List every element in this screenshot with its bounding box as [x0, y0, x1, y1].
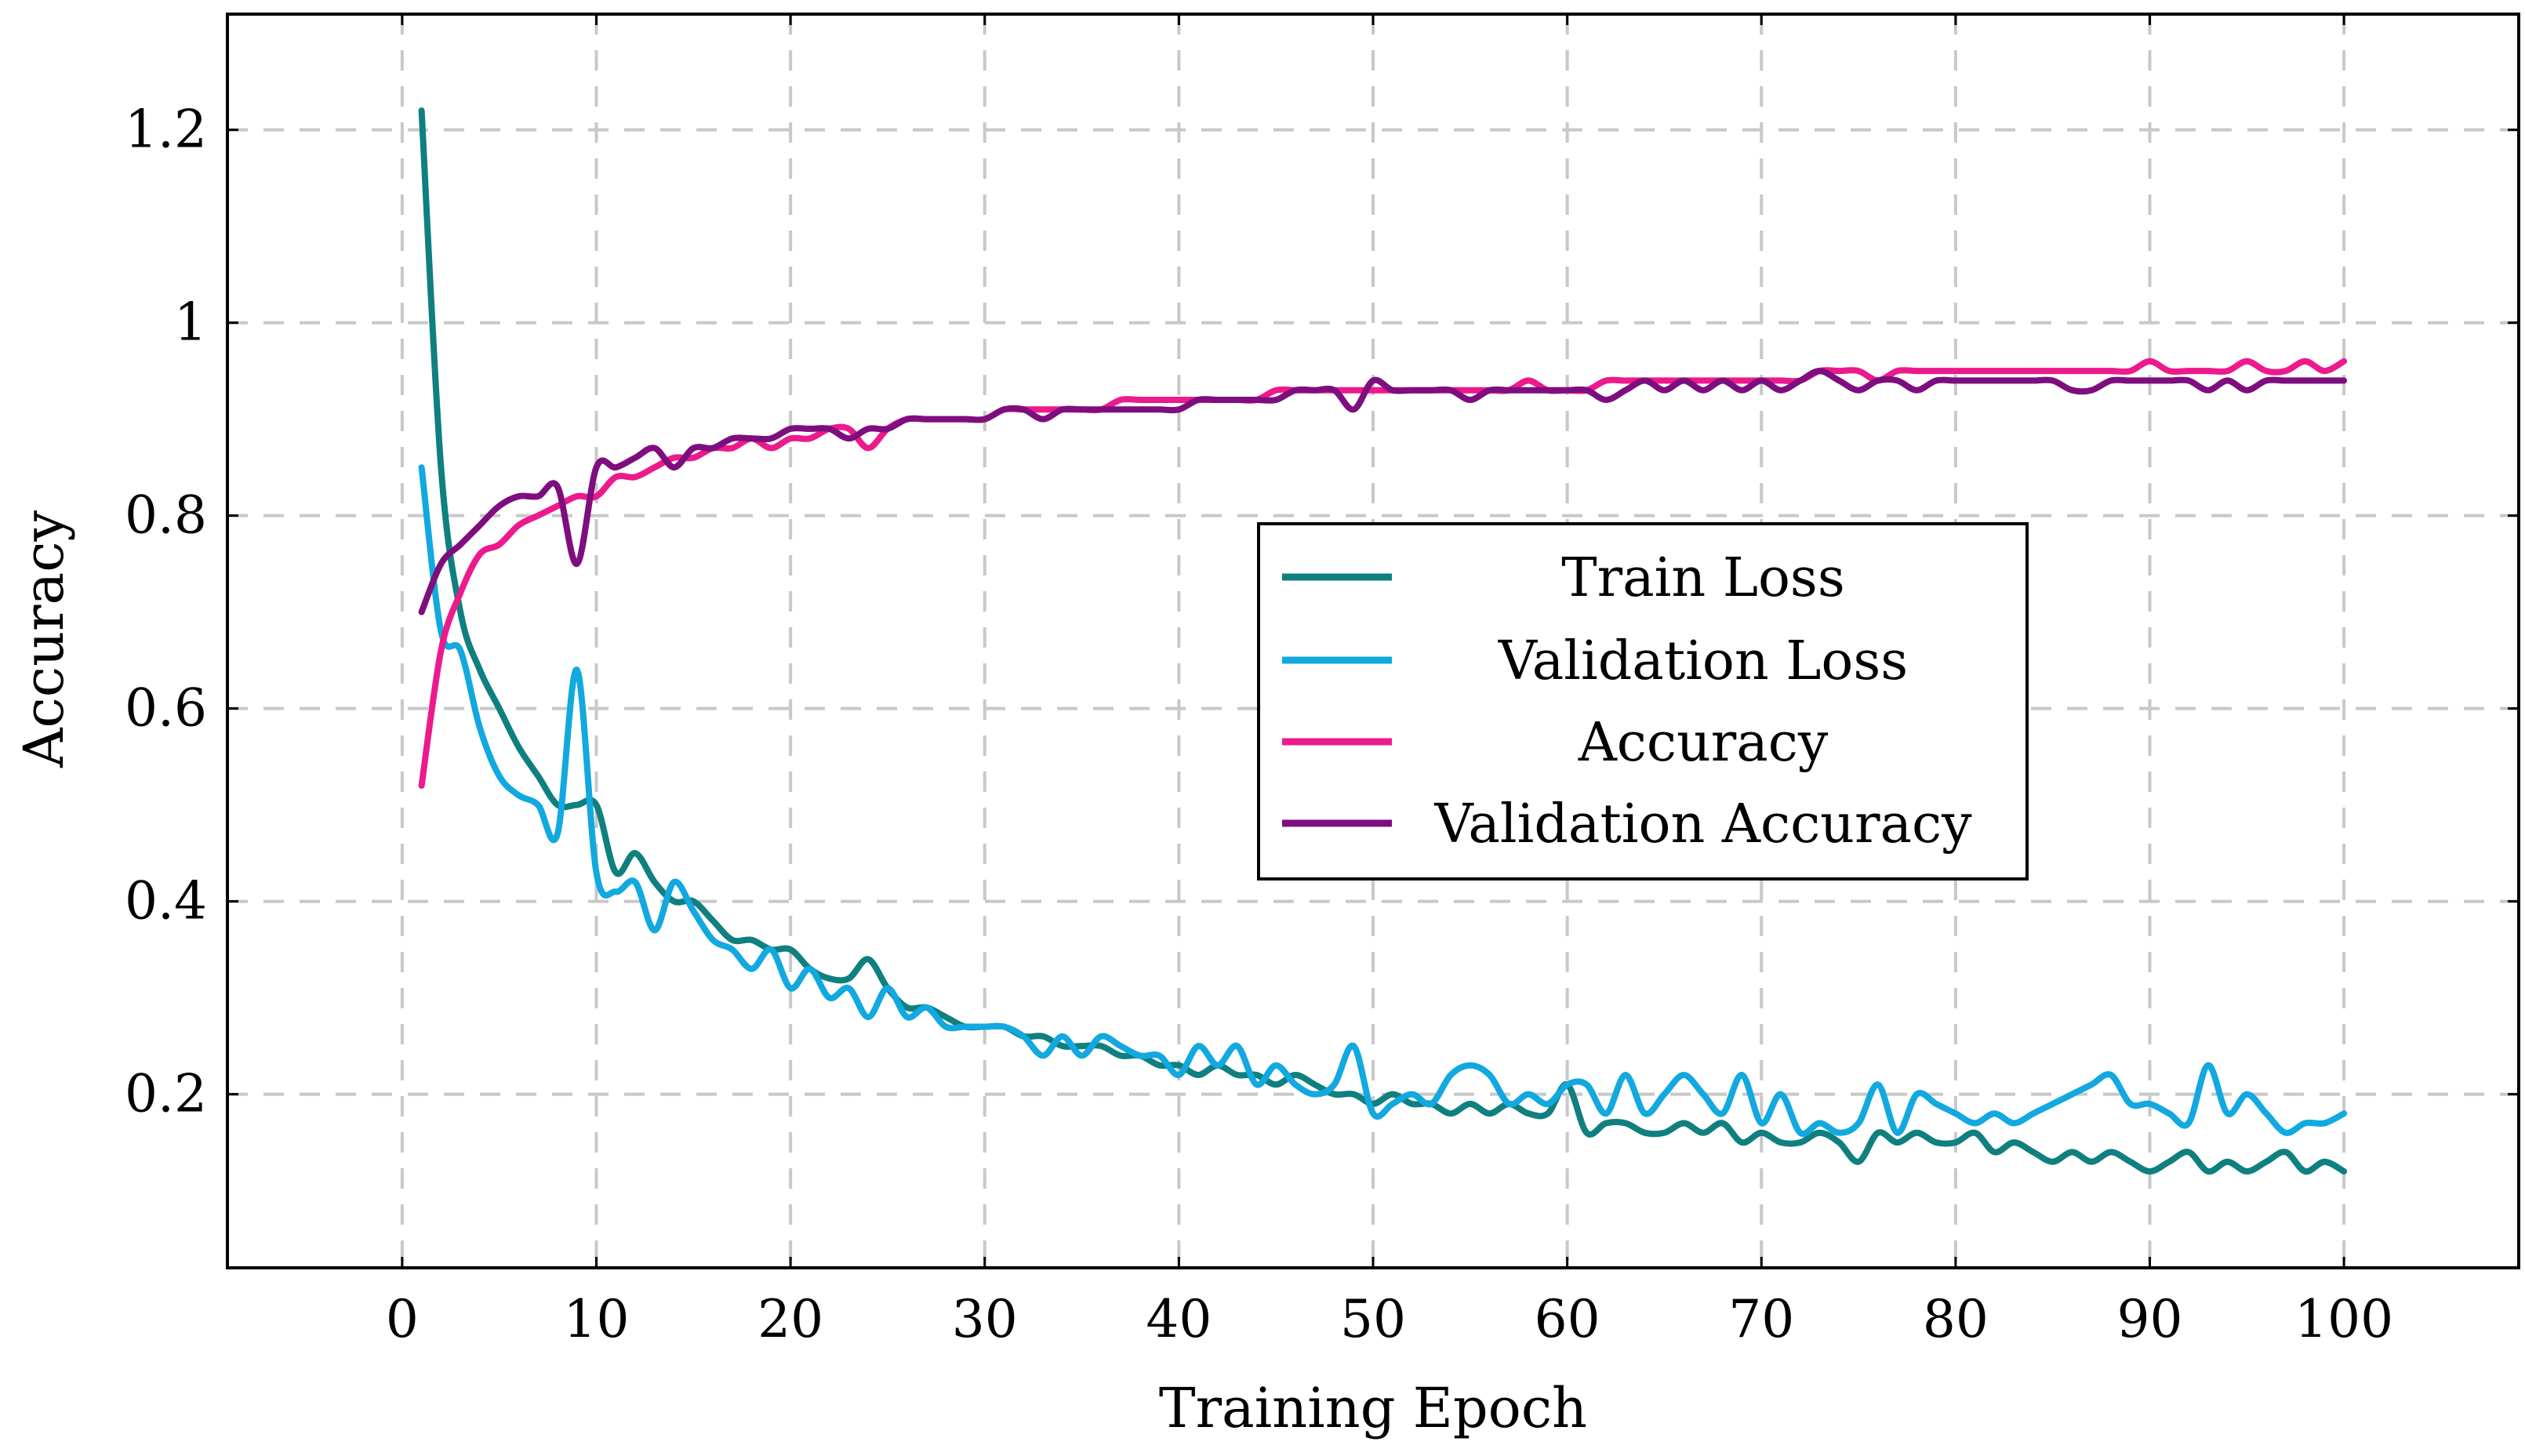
x-tick-label: 70	[1728, 1289, 1794, 1349]
x-tick-label: 50	[1340, 1289, 1406, 1349]
y-tick-label: 1	[174, 292, 207, 353]
labels-layer: Training Epoch Accuracy	[12, 510, 1587, 1440]
y-tick-label: 0.4	[125, 871, 207, 931]
y-tick-label: 0.8	[125, 485, 207, 546]
ticks-layer: 0 10 20 30 40 50 60 70 80 90 100 0.2 0.4 0.6 0.8 1 1.2	[125, 14, 2519, 1349]
series-line-validation-loss	[418, 464, 2348, 1137]
legend-label-validation-loss: Validation Loss	[1498, 630, 1908, 692]
x-tick-label: 90	[2117, 1289, 2183, 1349]
x-tick-label: 100	[2294, 1289, 2393, 1349]
series-line-train-loss	[418, 107, 2348, 1175]
x-tick-label: 30	[952, 1289, 1018, 1349]
y-tick-label: 0.2	[125, 1064, 207, 1124]
x-tick-label: 0	[386, 1289, 419, 1349]
series-line-validation-accuracy	[418, 368, 2348, 615]
series-layer	[418, 107, 2348, 1175]
legend-entries: Train Loss Validation Loss Accuracy Validat…	[1282, 547, 1972, 855]
x-tick-label: 80	[1923, 1289, 1989, 1349]
y-tick-label: 0.6	[125, 678, 207, 739]
x-tick-label: 20	[758, 1289, 823, 1349]
legend-label-accuracy: Accuracy	[1578, 712, 1829, 774]
x-axis-label: Training Epoch	[1159, 1376, 1587, 1440]
series-line-accuracy	[418, 358, 2348, 789]
legend: Train Loss Validation Loss Accuracy Validat…	[1257, 522, 2029, 880]
legend-label-train-loss: Train Loss	[1561, 547, 1844, 609]
x-tick-label: 40	[1146, 1289, 1212, 1349]
x-tick-label: 10	[563, 1289, 629, 1349]
x-tick-label: 60	[1535, 1289, 1600, 1349]
y-tick-label: 1.2	[125, 100, 207, 160]
legend-label-validation-accuracy: Validation Accuracy	[1433, 793, 1972, 855]
y-axis-label: Accuracy	[12, 510, 76, 768]
